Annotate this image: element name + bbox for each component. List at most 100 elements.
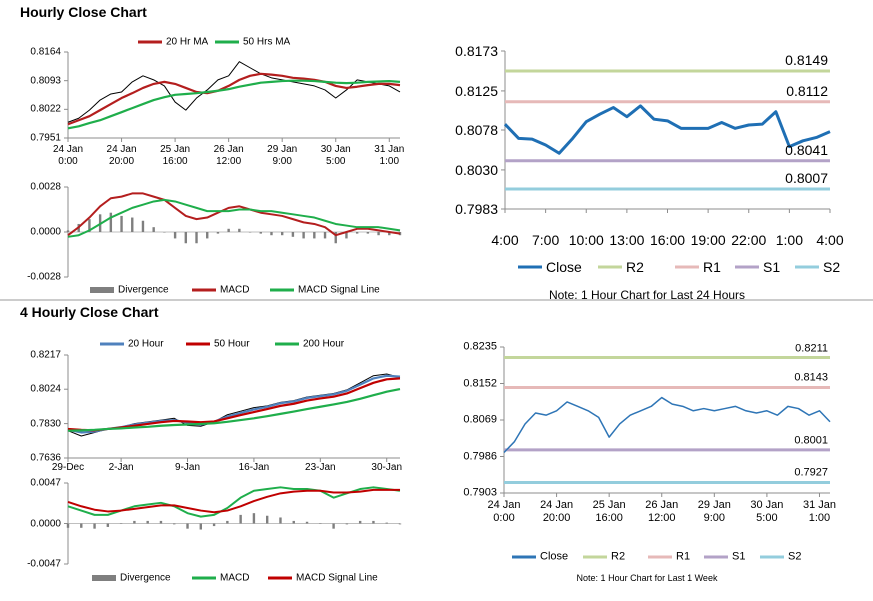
divergence-bar (195, 232, 198, 244)
divergence-bar (279, 517, 282, 524)
legend-label: 50 Hour (214, 338, 250, 350)
divergence-bar (80, 523, 83, 528)
y-tick-label: 0.8125 (455, 82, 498, 99)
chart-note: Note: 1 Hour Chart for Last 1 Week (576, 572, 718, 583)
series-line (67, 387, 401, 432)
divergence-bar (216, 232, 220, 234)
y-tick-label: 0.0000 (30, 226, 61, 238)
legend-label: 200 Hour (303, 338, 345, 350)
x-tick-label: 22:00 (731, 232, 767, 248)
divergence-bar (66, 230, 70, 232)
level-label: 0.8112 (786, 82, 828, 99)
legend-label: S2 (788, 550, 802, 563)
legend-label: R1 (676, 550, 691, 563)
divergence-bar (305, 521, 309, 524)
x-tick-label: 29-Dec (51, 462, 85, 473)
y-tick-label: 0.7983 (455, 200, 498, 217)
divergence-bar (212, 523, 216, 527)
y-tick-label: 0.8217 (30, 349, 61, 361)
y-tick-label: 0.7951 (30, 132, 61, 144)
divergence-bar (226, 520, 229, 524)
divergence-bar (270, 232, 273, 236)
legend-label: S1 (732, 550, 746, 563)
divergence-bar (377, 232, 380, 236)
y-tick-label: 0.8030 (455, 161, 498, 178)
series-line (67, 72, 401, 126)
divergence-bar (88, 219, 91, 232)
x-tick-label: 16:00 (649, 232, 686, 248)
x-tick-label: 31 Jan 1:00 (374, 144, 405, 167)
divergence-bar (358, 520, 362, 524)
y-tick-label: -0.0047 (27, 558, 61, 570)
series-line (503, 104, 831, 155)
series-line (67, 198, 401, 238)
divergence-bar (345, 232, 348, 239)
level-label: 0.8211 (795, 341, 828, 354)
divergence-bar (66, 523, 70, 528)
level-label: 0.8143 (794, 371, 828, 384)
divergence-bar (372, 520, 375, 524)
divergence-bar (259, 232, 262, 234)
x-tick-label: 4:00 (816, 232, 844, 248)
series-line (67, 79, 401, 130)
y-tick-label: 0.8152 (463, 377, 497, 390)
y-tick-label: 0.8173 (455, 42, 498, 59)
legend-label: R2 (611, 550, 626, 563)
y-tick-label: 0.7830 (30, 417, 61, 429)
y-tick-label: 0.8022 (30, 103, 61, 115)
y-tick-label: 0.8078 (455, 121, 498, 138)
x-tick-label: 25 Jan 16:00 (592, 499, 626, 524)
legend-label: Divergence (120, 572, 171, 584)
divergence-bar (334, 232, 337, 244)
y-tick-label: 0.0047 (30, 477, 61, 489)
divergence-bar (248, 232, 252, 233)
y-tick-label: 0.8235 (463, 340, 497, 353)
x-tick-label: 9-Jan (175, 462, 201, 473)
legend-label: R2 (626, 258, 644, 275)
divergence-bar (313, 232, 316, 239)
divergence-bar (141, 220, 145, 232)
divergence-bar (109, 212, 113, 232)
divergence-bar (159, 520, 163, 524)
legend-label: 50 Hrs MA (243, 36, 291, 48)
divergence-bar (227, 228, 230, 232)
x-tick-label: 13:00 (609, 232, 645, 248)
legend-label: Divergence (118, 284, 169, 296)
y-tick-label: 0.7986 (463, 450, 497, 463)
legend-label: Close (540, 550, 569, 563)
divergence-bar (184, 232, 188, 244)
divergence-bar (280, 232, 284, 236)
divergence-bar (206, 232, 209, 239)
divergence-bar (252, 513, 256, 524)
legend-label: R1 (703, 258, 721, 275)
x-tick-label: 24 Jan 0:00 (52, 144, 84, 167)
x-tick-label: 30-Jan (371, 462, 403, 473)
divergence-bar (106, 523, 110, 527)
level-label: 0.8007 (785, 169, 828, 186)
divergence-bar (398, 523, 402, 525)
y-tick-label: 0.8093 (30, 74, 61, 86)
divergence-bar (173, 523, 176, 525)
series-line (503, 396, 831, 454)
y-tick-label: 0.7636 (30, 452, 61, 464)
legend-label: 20 Hour (128, 338, 164, 350)
legend-label: S1 (763, 258, 781, 275)
divergence-bar (302, 232, 305, 239)
series-line (67, 377, 401, 432)
x-tick-label: 16-Jan (238, 462, 270, 473)
divergence-bar (292, 520, 295, 524)
y-tick-label: 0.8024 (30, 383, 61, 395)
x-tick-label: 29 Jan 9:00 (697, 499, 731, 524)
x-tick-label: 26 Jan 12:00 (645, 499, 679, 524)
legend-label: MACD Signal Line (298, 284, 380, 296)
divergence-bar (199, 523, 202, 530)
section-title: Hourly Close Chart (20, 4, 147, 20)
section-title: 4 Hourly Close Chart (20, 304, 159, 320)
x-tick-label: 10:00 (568, 232, 604, 248)
divergence-bar (345, 523, 349, 525)
y-tick-label: 0.0000 (30, 517, 61, 529)
series-line (67, 192, 401, 237)
x-tick-label: 24 Jan 20:00 (540, 499, 574, 524)
